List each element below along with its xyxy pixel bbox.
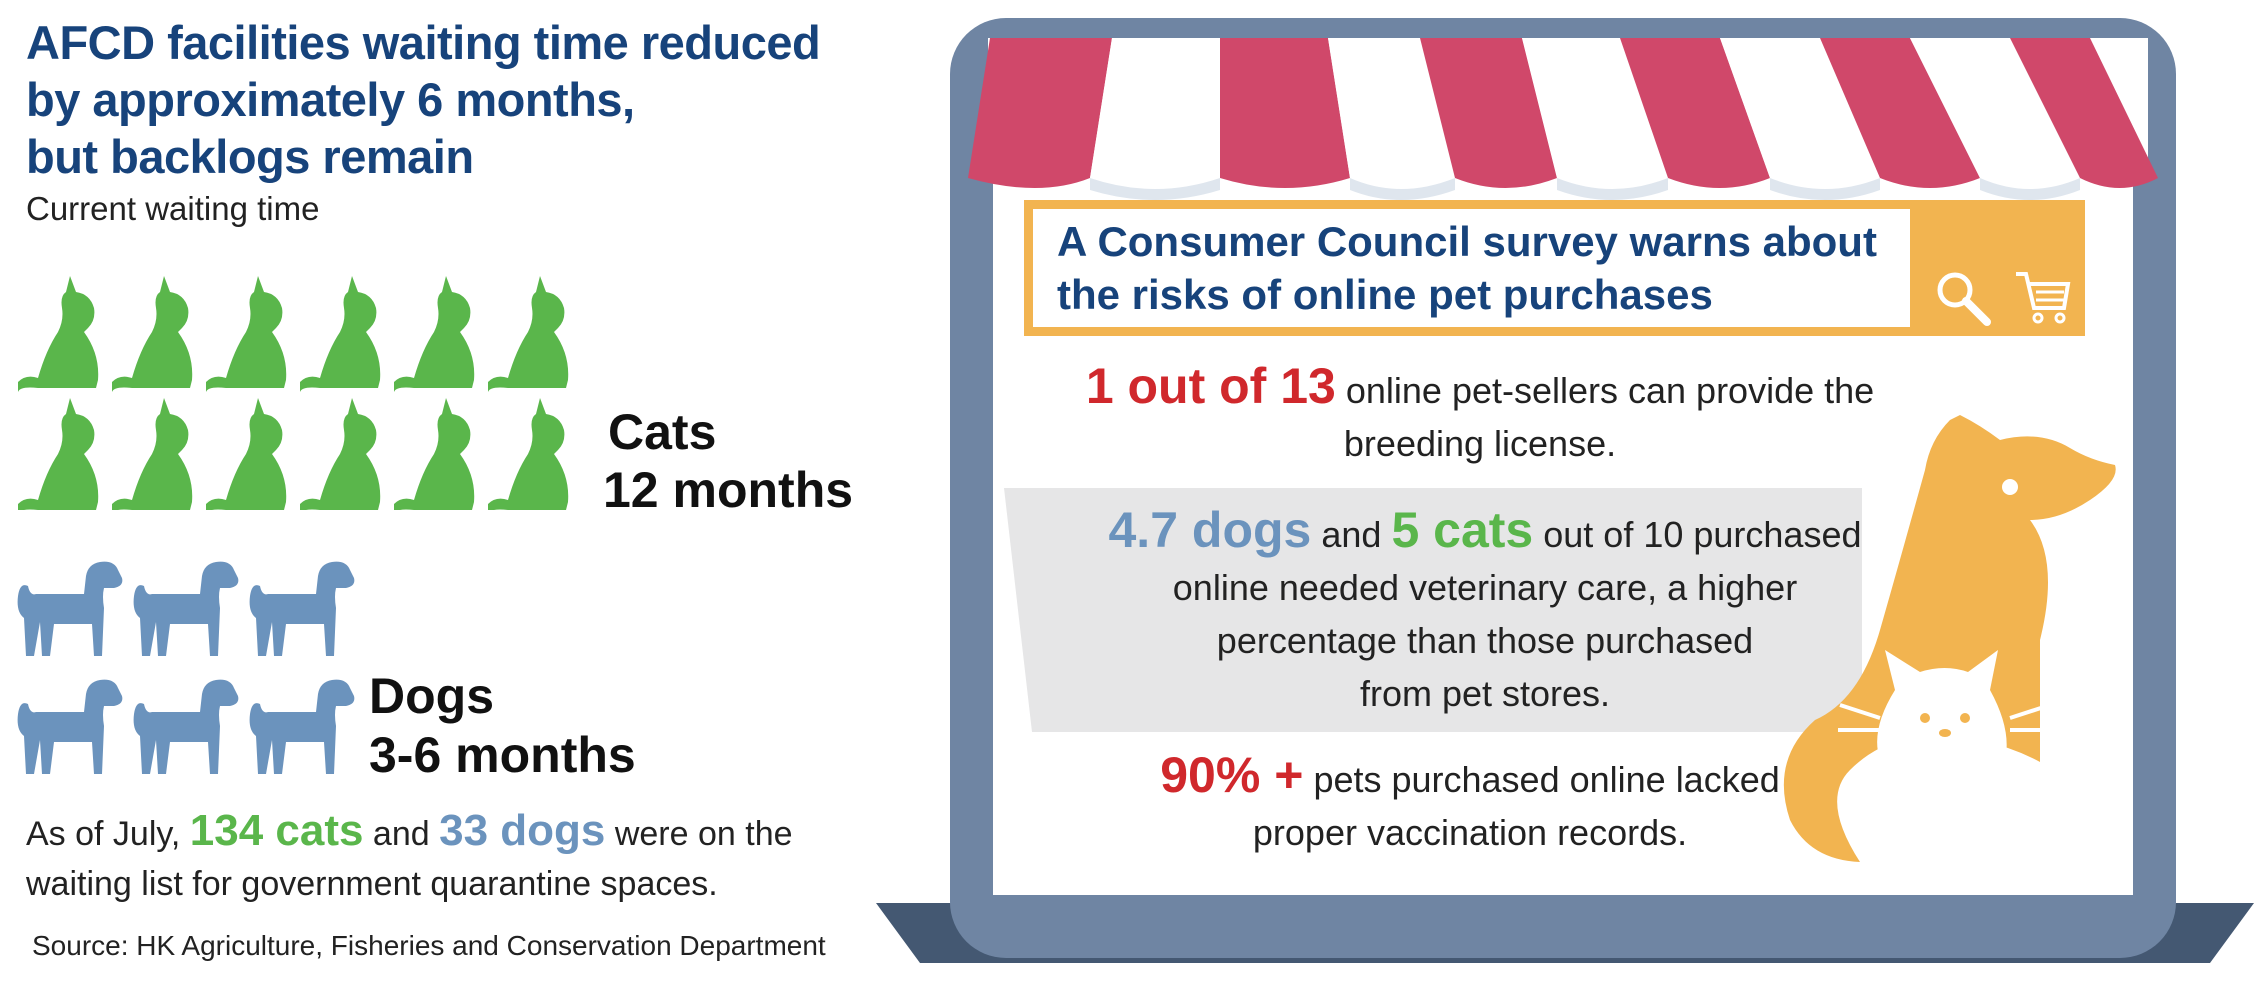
dog-silhouette-icon	[249, 561, 355, 656]
cat-silhouette-icon	[300, 398, 381, 510]
dog-silhouette-icon	[249, 679, 355, 774]
subtitle: Current waiting time	[26, 190, 320, 227]
fact1-line-2: breeding license.	[1343, 423, 1617, 464]
cat-silhouette-icon	[112, 398, 193, 510]
fact3-highlight: 90% +	[1160, 747, 1304, 803]
cat-silhouette-icon	[206, 398, 287, 510]
cat-icon-row-2	[18, 398, 569, 510]
cat-icon-grid	[18, 276, 569, 510]
cat-silhouette-icon	[206, 276, 287, 392]
title-line-2: by approximately 6 months,	[26, 73, 635, 126]
fact2-cats: 5 cats	[1391, 502, 1534, 558]
dog-silhouette-icon	[133, 561, 239, 656]
cat-silhouette-icon	[488, 398, 569, 510]
survey-title-line-2: the risks of online pet purchases	[1057, 271, 1713, 318]
awning	[968, 38, 2158, 200]
cat-silhouette-icon	[18, 398, 99, 510]
dog-icon-row-1	[17, 561, 355, 656]
waitlist-dogs-count: 33 dogs	[439, 806, 606, 855]
fact2-line-2: online needed veterinary care, a higher	[1172, 567, 1798, 608]
cat-icon-row-1	[18, 276, 569, 392]
title-line-1: AFCD facilities waiting time reduced	[26, 16, 821, 69]
magnifying-glass-icon	[1937, 272, 1991, 326]
cat-head-icon	[1838, 650, 2052, 800]
cat-silhouette-icon	[394, 276, 475, 392]
dog-silhouette-icon	[1783, 415, 2116, 862]
fact2-line-1: out of 10 purchased	[1543, 514, 1862, 555]
fact2-and: and	[1321, 514, 1382, 555]
cat-silhouette-icon	[394, 398, 475, 510]
fact3-line-2: proper vaccination records.	[1252, 812, 1688, 853]
fact1-highlight: 1 out of 13	[1085, 358, 1336, 414]
dog-silhouette-icon	[17, 679, 123, 774]
waitlist-suffix-1: were on the	[614, 815, 793, 853]
waitlist-suffix-2: waiting list for government quarantine s…	[26, 865, 718, 903]
dogs-duration: 3-6 months	[369, 727, 636, 783]
source-note: Source: HK Agriculture, Fisheries and Co…	[32, 930, 826, 961]
waitlist-text: As of July, 134 cats and 33 dogs were on…	[26, 806, 886, 909]
cat-silhouette-icon	[300, 276, 381, 392]
waitlist-cats-count: 134 cats	[189, 806, 364, 855]
fact2-dogs: 4.7 dogs	[1108, 502, 1312, 558]
fact2-line-4: from pet stores.	[1359, 673, 1611, 714]
cat-silhouette-icon	[18, 276, 99, 392]
shopping-cart-icon	[2016, 272, 2071, 324]
waitlist-prefix: As of July,	[26, 815, 181, 853]
dog-eye	[2002, 479, 2018, 495]
title-line-3: but backlogs remain	[26, 130, 474, 183]
cats-duration: 12 months	[603, 462, 854, 518]
cat-silhouette-icon	[112, 276, 193, 392]
fact-vaccination: 90% + pets purchased online lacked prope…	[1060, 749, 1880, 859]
dog-silhouette-icon	[133, 679, 239, 774]
survey-banner: A Consumer Council survey warns about th…	[1024, 200, 2085, 336]
survey-title: A Consumer Council survey warns about th…	[1057, 215, 1917, 321]
cats-label: Cats	[608, 404, 717, 460]
dog-icon-grid	[17, 561, 355, 774]
fact2-line-3: percentage than those purchased	[1216, 620, 1754, 661]
fact-breeding-license: 1 out of 13 online pet-sellers can provi…	[1030, 360, 1930, 470]
dog-silhouette-icon	[17, 561, 123, 656]
dog-icon-row-2	[17, 679, 355, 774]
cat-silhouette-icon	[488, 276, 569, 392]
dogs-label: Dogs	[369, 668, 494, 724]
survey-banner-inner: A Consumer Council survey warns about th…	[1033, 209, 1910, 327]
fact-veterinary-care: 4.7 dogs and 5 cats out of 10 purchased …	[1035, 504, 1935, 720]
survey-title-line-1: A Consumer Council survey warns about	[1057, 218, 1877, 265]
fact1-line-1: online pet-sellers can provide the	[1345, 370, 1875, 411]
fact2-band	[1004, 488, 1862, 732]
page-title: AFCD facilities waiting time reduced by …	[26, 14, 886, 185]
waitlist-connector: and	[372, 815, 430, 853]
fact3-line-1: pets purchased online lacked	[1313, 759, 1780, 800]
